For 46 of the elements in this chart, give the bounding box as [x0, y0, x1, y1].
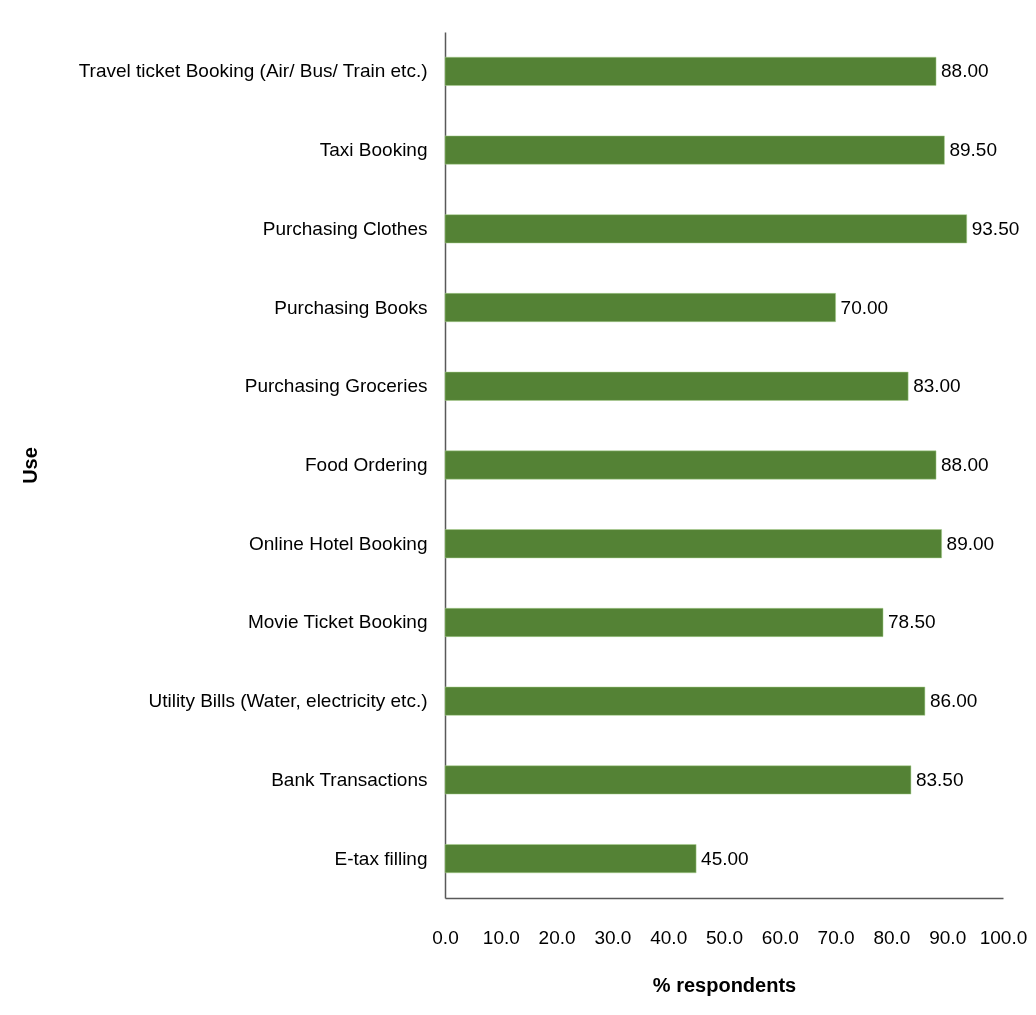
bar: [444, 844, 697, 874]
data-label: 93.50: [971, 217, 1020, 239]
data-label: 83.00: [913, 375, 961, 397]
data-label: 89.50: [949, 139, 997, 161]
x-tick-label: 0.0: [432, 926, 459, 948]
y-axis-title: Use: [18, 447, 41, 484]
y-tick-label: Utility Bills (Water, electricity etc.): [148, 690, 428, 712]
data-label: 78.50: [888, 611, 936, 633]
bar: [444, 450, 937, 480]
data-label: 83.50: [915, 768, 964, 790]
x-tick-label: 90.0: [929, 926, 967, 948]
y-tick-label: Bank Transactions: [271, 768, 428, 790]
bar: [444, 686, 926, 716]
bar: [444, 293, 836, 322]
y-tick-label: Travel ticket Booking (Air/ Bus/ Train etc.): [78, 60, 428, 82]
data-label: 86.00: [929, 690, 978, 712]
y-tick-label: Purchasing Clothes: [262, 217, 428, 239]
bar: [444, 529, 942, 559]
y-tick-label: Purchasing Groceries: [244, 375, 428, 397]
x-axis-title: % respondents: [652, 973, 797, 996]
data-label: 45.00: [701, 847, 749, 869]
y-tick-label: Taxi Booking: [319, 139, 428, 161]
bar: [444, 135, 945, 165]
data-label: 70.00: [840, 296, 889, 318]
y-tick-label: Movie Ticket Booking: [247, 611, 428, 633]
bar: [444, 371, 909, 401]
x-tick-label: 30.0: [594, 926, 632, 948]
data-label: 89.00: [946, 532, 995, 554]
y-tick-label: Purchasing Books: [274, 296, 428, 318]
x-tick-label: 80.0: [873, 926, 911, 948]
x-tick-label: 40.0: [650, 926, 688, 948]
bar: [444, 56, 937, 86]
bar: [444, 214, 967, 244]
data-label: 88.00: [941, 60, 989, 82]
x-tick-label: 60.0: [761, 926, 799, 948]
y-tick-label: Food Ordering: [304, 454, 428, 475]
bar: [444, 608, 884, 637]
x-tick-label: 20.0: [538, 926, 576, 948]
x-tick-label: 100.0: [979, 926, 1028, 948]
data-label: 88.00: [941, 454, 989, 475]
y-tick-label: E-tax filling: [334, 847, 428, 869]
x-tick-label: 50.0: [706, 926, 743, 948]
y-tick-label: Online Hotel Booking: [249, 532, 428, 554]
x-tick-label: 10.0: [482, 926, 520, 948]
bar: [444, 765, 912, 795]
x-tick-label: 70.0: [817, 926, 855, 948]
